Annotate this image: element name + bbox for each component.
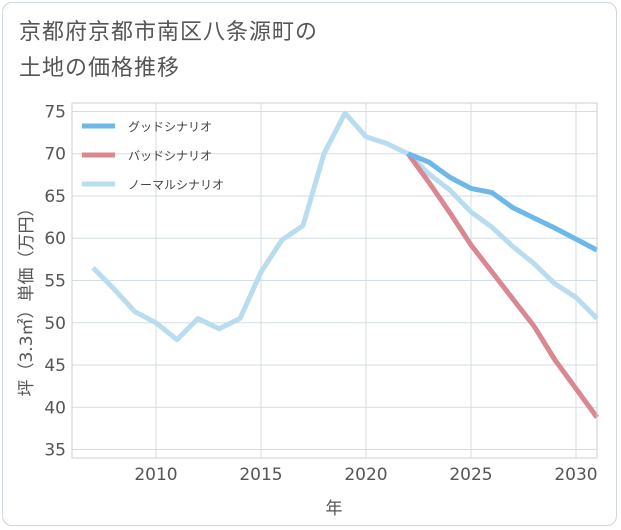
x-tick-label: 2030 xyxy=(554,465,597,485)
plot-frame xyxy=(71,102,598,459)
series-line-1 xyxy=(405,152,600,419)
y-tick-label: 70 xyxy=(44,145,66,165)
y-axis-title: 坪（3.3㎡）単価（万円） xyxy=(17,199,37,396)
legend-label: ノーマルシナリオ xyxy=(128,178,224,192)
y-tick-label: 75 xyxy=(44,102,66,122)
x-tick-label: 2015 xyxy=(239,465,282,485)
y-tick-label: 60 xyxy=(44,229,66,249)
chart-title: 京都府京都市南区八条源町の 土地の価格推移 xyxy=(19,15,318,87)
chart-title-line-2: 土地の価格推移 xyxy=(19,56,181,81)
y-tick-label: 55 xyxy=(44,272,66,292)
x-tick-label: 2010 xyxy=(134,465,177,485)
x-axis-title: 年 xyxy=(326,499,343,519)
legend-label: バッドシナリオ xyxy=(128,149,212,163)
y-tick-label: 45 xyxy=(44,356,66,376)
series-line-0 xyxy=(407,151,599,253)
y-tick-label: 65 xyxy=(44,187,66,207)
chart-title-line-1: 京都府京都市南区八条源町の xyxy=(19,20,319,45)
series-line-2 xyxy=(91,110,599,343)
x-tick-label: 2020 xyxy=(344,465,387,485)
y-tick-label: 40 xyxy=(44,398,66,418)
y-tick-label: 35 xyxy=(44,441,66,461)
y-tick-label: 50 xyxy=(44,314,66,334)
x-tick-label: 2025 xyxy=(449,465,492,485)
tick-labels: 2010 2015 2020 2025 2030 35 40 45 50 55 60 65 70 75 xyxy=(44,102,597,485)
legend-label: グッドシナリオ xyxy=(128,120,212,134)
series-lines xyxy=(91,110,600,419)
grid xyxy=(72,103,597,458)
